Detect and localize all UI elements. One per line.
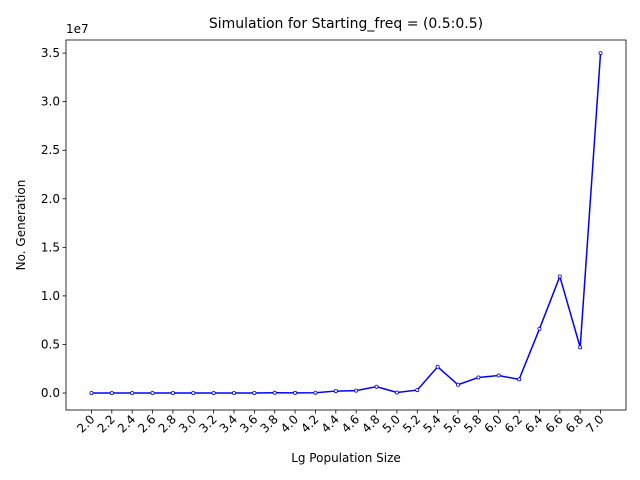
- y-tick-label: 3.0: [41, 95, 60, 109]
- x-tick-label: 5.0: [380, 412, 403, 435]
- x-tick-label: 3.0: [176, 412, 199, 435]
- y-tick-label: 0.0: [41, 386, 60, 400]
- point: [211, 391, 216, 396]
- point: [191, 391, 196, 396]
- point: [293, 390, 298, 395]
- x-tick-label: 4.0: [278, 412, 301, 435]
- x-tick-label: 6.0: [481, 412, 504, 435]
- point: [109, 391, 114, 396]
- point: [252, 391, 257, 396]
- plot-frame: [65, 39, 627, 411]
- point: [354, 388, 359, 393]
- point: [394, 390, 399, 395]
- point: [537, 326, 542, 331]
- x-tick-label: 4.4: [319, 412, 342, 435]
- x-tick-label: 2.0: [74, 412, 97, 435]
- y-tick-label: 2.0: [41, 192, 60, 206]
- x-tick-label: 5.4: [420, 412, 443, 435]
- point: [313, 390, 318, 395]
- y-offset-label: 1e7: [66, 22, 89, 36]
- point: [415, 388, 420, 393]
- x-tick-label: 2.2: [95, 412, 118, 435]
- x-tick-label: 4.6: [339, 412, 362, 435]
- x-tick-label: 6.8: [563, 412, 586, 435]
- x-axis-label: Lg Population Size: [291, 451, 401, 465]
- y-tick-label: 1.5: [41, 240, 60, 254]
- point: [496, 373, 501, 378]
- x-tick-label: 2.4: [115, 412, 138, 435]
- x-tick-label: 3.6: [237, 412, 260, 435]
- point: [130, 391, 135, 396]
- x-tick-label: 5.2: [400, 412, 423, 435]
- x-tick-label: 3.8: [257, 412, 280, 435]
- point: [150, 391, 155, 396]
- line: [91, 53, 602, 394]
- point: [333, 389, 338, 394]
- x-tick-label: 5.8: [461, 412, 484, 435]
- x-tick-label: 6.2: [502, 412, 525, 435]
- x-tick-label: 5.6: [441, 412, 464, 435]
- point: [517, 377, 522, 382]
- x-tick-label: 3.2: [196, 412, 219, 435]
- y-tick-label: 3.5: [41, 46, 60, 60]
- point: [374, 384, 379, 389]
- point: [170, 391, 175, 396]
- chart-title: Simulation for Starting_freq = (0.5:0.5): [209, 16, 483, 32]
- point: [231, 391, 236, 396]
- y-tick-label: 2.5: [41, 143, 60, 157]
- x-tick-label: 6.6: [543, 412, 566, 435]
- x-tick-label: 6.4: [522, 412, 545, 435]
- point: [455, 382, 460, 387]
- x-tick-label: 4.8: [359, 412, 382, 435]
- y-tick-label: 0.5: [41, 337, 60, 351]
- point: [435, 364, 440, 369]
- y-tick-label: 1.0: [41, 289, 60, 303]
- x-tick-label: 2.8: [156, 412, 179, 435]
- x-tick-label: 7.0: [583, 412, 606, 435]
- y-axis-label: No. Generation: [14, 180, 28, 271]
- point: [598, 51, 603, 56]
- point: [272, 390, 277, 395]
- point: [476, 375, 481, 380]
- x-tick-label: 4.2: [298, 412, 321, 435]
- point: [578, 345, 583, 350]
- x-tick-label: 2.6: [135, 412, 158, 435]
- point: [89, 391, 94, 396]
- x-tick-label: 3.4: [217, 412, 240, 435]
- point: [557, 274, 562, 279]
